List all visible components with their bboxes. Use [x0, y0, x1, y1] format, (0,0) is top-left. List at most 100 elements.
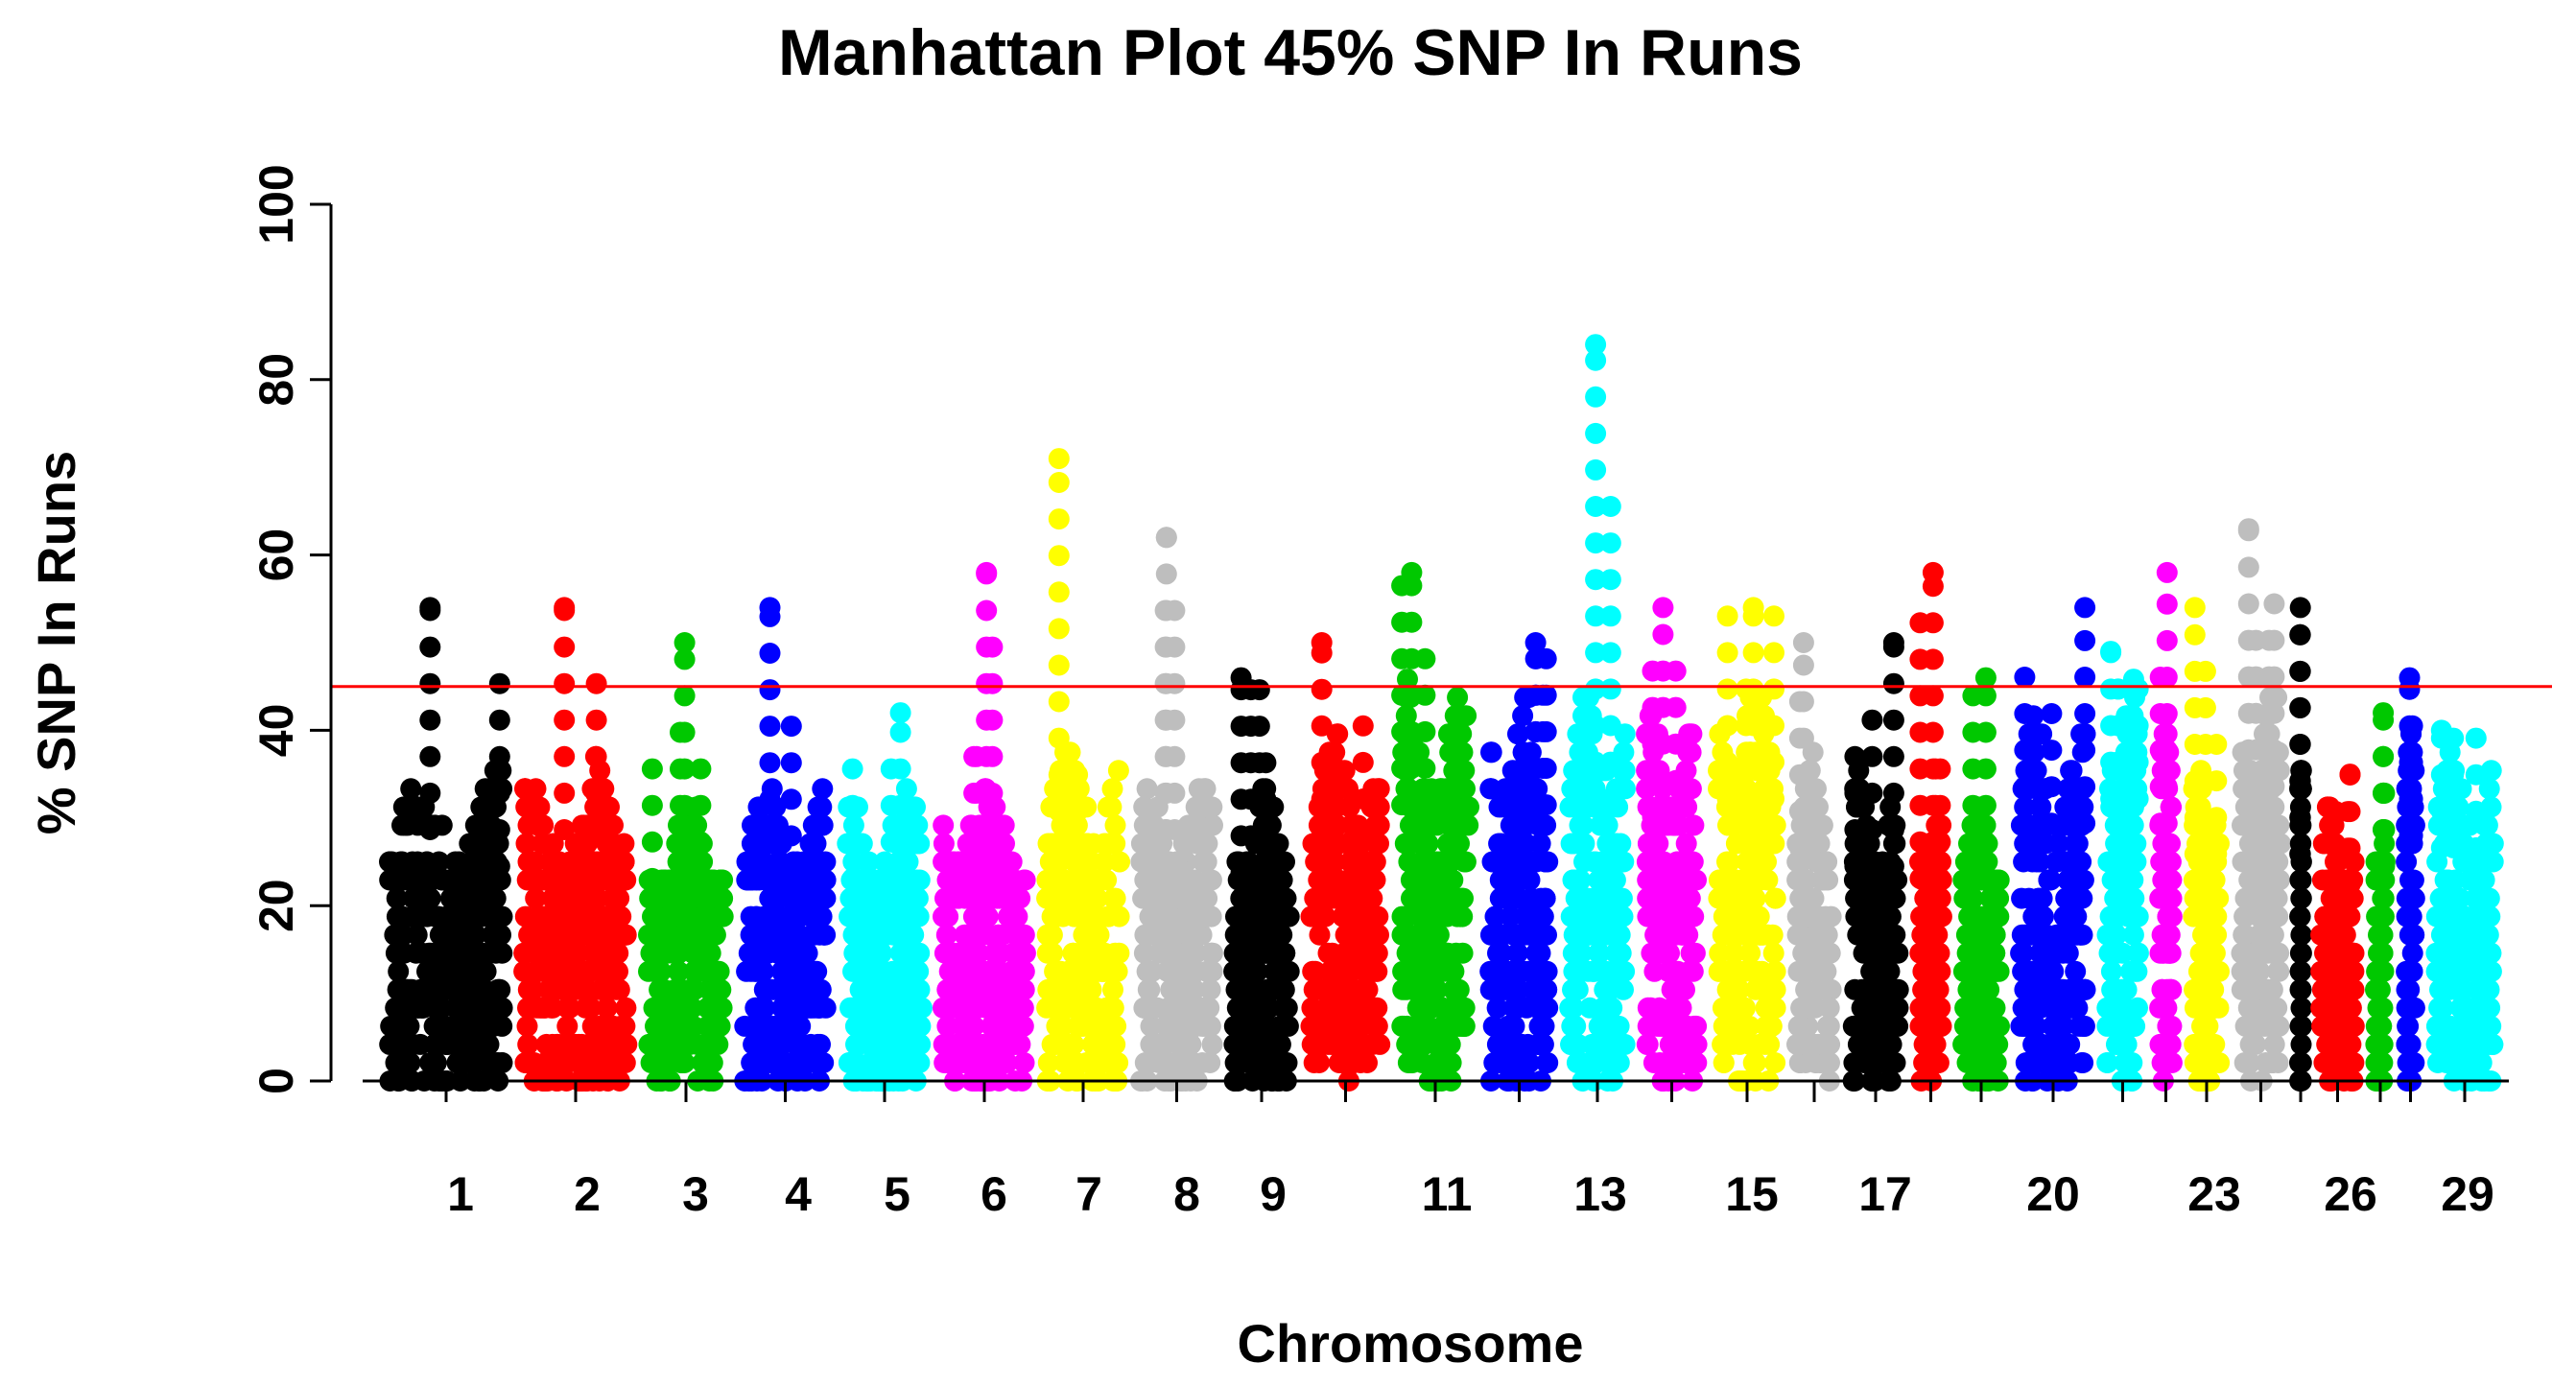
snp-point: [1681, 905, 1703, 928]
snp-point: [1878, 997, 1900, 1019]
snp-point: [1882, 709, 1904, 731]
snp-point: [981, 709, 1004, 731]
snp-point: [1637, 887, 1659, 909]
snp-point: [1675, 833, 1697, 855]
snp-point: [2038, 869, 2060, 891]
chromosome-8-points: [1130, 527, 1223, 1092]
snp-point: [419, 856, 441, 878]
snp-point: [1984, 924, 2006, 946]
snp-point: [1048, 691, 1070, 713]
snp-point: [1273, 960, 1295, 982]
snp-point: [1197, 960, 1218, 982]
snp-point: [935, 997, 957, 1019]
snp-point: [996, 997, 1018, 1019]
snp-point: [2027, 723, 2049, 745]
snp-point: [963, 819, 985, 840]
snp-point: [475, 960, 497, 982]
snp-point: [988, 1015, 1010, 1037]
snp-point: [1490, 1033, 1511, 1055]
snp-point: [1879, 905, 1902, 928]
snp-point: [386, 887, 408, 909]
snp-point: [1882, 745, 1904, 767]
snp-point: [764, 887, 786, 909]
snp-point: [1575, 887, 1597, 909]
snp-point: [1642, 806, 1664, 828]
snp-point: [460, 887, 482, 909]
snp-point: [1102, 978, 1123, 1000]
snp-point: [1013, 1052, 1035, 1073]
snp-point: [976, 960, 998, 982]
snp-point: [559, 942, 581, 964]
snp-point: [690, 867, 712, 889]
snp-point: [428, 1033, 450, 1055]
snp-point: [1327, 960, 1349, 982]
chromosome-17-points: [1842, 632, 1909, 1092]
snp-point: [858, 905, 880, 928]
snp-point: [670, 794, 691, 816]
snp-point: [1062, 978, 1084, 1000]
snp-point: [1531, 814, 1552, 836]
snp-point: [532, 814, 555, 836]
chromosome-11-points: [1391, 561, 1479, 1092]
snp-point: [849, 960, 871, 982]
snp-point: [554, 636, 576, 658]
snp-point: [1483, 1052, 1505, 1073]
snp-point: [1725, 924, 1746, 946]
snp-point: [1188, 924, 1210, 946]
snp-point: [1922, 561, 1944, 583]
chromosome-9-points: [1223, 667, 1300, 1092]
snp-point: [1183, 1052, 1205, 1073]
snp-point: [839, 1052, 861, 1073]
snp-point: [1067, 800, 1089, 822]
snp-point: [1300, 905, 1322, 928]
snp-point: [745, 960, 767, 982]
snp-point: [1875, 1052, 1897, 1073]
snp-point: [1048, 654, 1070, 676]
snp-point: [1328, 778, 1350, 800]
snp-point: [1411, 1052, 1433, 1073]
snp-point: [1674, 924, 1696, 946]
snp-point: [1579, 997, 1601, 1019]
snp-point: [1527, 1033, 1549, 1055]
snp-point: [411, 942, 433, 964]
snp-point: [1248, 825, 1270, 847]
snp-point: [780, 861, 802, 883]
snp-point: [1250, 1052, 1272, 1073]
snp-point: [576, 1052, 598, 1073]
snp-point: [641, 867, 663, 889]
snp-point: [1914, 887, 1936, 909]
snp-point: [1599, 678, 1621, 700]
snp-point: [1658, 905, 1680, 928]
snp-point: [1082, 960, 1104, 982]
snp-point: [1764, 1052, 1786, 1073]
snp-point: [1716, 715, 1738, 737]
snp-point: [1642, 696, 1664, 718]
snp-point: [1352, 825, 1374, 847]
snp-point: [1311, 825, 1333, 847]
snp-point: [1398, 741, 1420, 763]
snp-point: [1073, 924, 1095, 946]
snp-point: [1882, 856, 1904, 878]
snp-point: [533, 997, 555, 1019]
snp-point: [1270, 978, 1291, 1000]
snp-point: [1442, 796, 1463, 818]
snp-point: [938, 851, 960, 873]
snp-point: [1107, 760, 1129, 782]
snp-point: [954, 924, 976, 946]
snp-point: [933, 833, 955, 855]
snp-point: [1343, 1033, 1365, 1055]
snp-point: [935, 924, 957, 946]
snp-point: [1013, 924, 1035, 946]
snp-point: [1748, 1033, 1770, 1055]
snp-point: [1164, 856, 1186, 878]
snp-point: [1929, 960, 1951, 982]
snp-point: [780, 752, 802, 774]
snp-point: [1599, 605, 1621, 627]
snp-point: [862, 924, 884, 946]
snp-point: [810, 887, 832, 909]
snp-point: [1909, 758, 1931, 780]
snp-point: [1225, 978, 1247, 1000]
snp-point: [1506, 997, 1528, 1019]
snp-point: [1513, 833, 1535, 855]
snp-point: [1959, 887, 1981, 909]
